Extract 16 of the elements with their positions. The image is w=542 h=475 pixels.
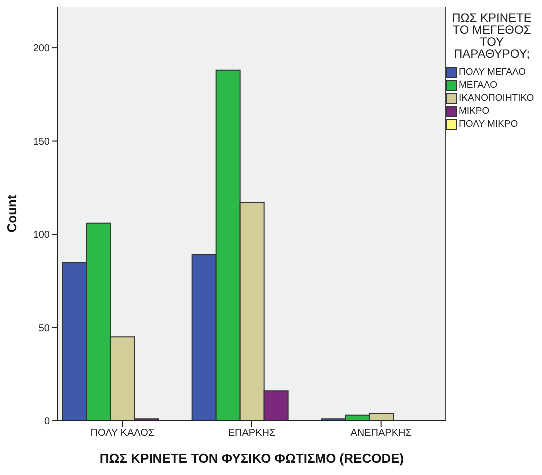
legend-label: ΜΙΚΡΟ [458,105,491,118]
y-tick-label: 100 [33,230,50,242]
x-tick-label: ΠΟΛΥ ΚΑΛΟΣ [90,428,155,440]
x-tick-label: ΕΠΑΡΚΗΣ [228,428,276,440]
y-tick-label: 50 [38,323,50,334]
y-axis-title: Count [4,194,20,233]
y-tick-label: 200 [33,44,50,55]
legend-label: ΠΟΛΥ ΜΕΓΑΛΟ [458,66,528,79]
legend-title: ΠΩΣ ΚΡΙΝΕΤΕ ΤΟ ΜΕΓΕΘΟΣ ΤΟΥ ΠΑΡΑΘΥΡΟΥ; [451,11,533,61]
x-tick-label: ΑΝΕΠΑΡΚΗΣ [350,428,412,440]
y-tick-label: 0 [44,416,50,428]
x-axis-title: ΠΩΣ ΚΡΙΝΕΤΕ ΤΟΝ ΦΥΣΙΚΟ ΦΩΤΙΣΜΟ (RECODE) [100,451,404,466]
legend-label: ΙΚΑΝΟΠΟΙΗΤΙΚΟ [458,92,536,105]
legend-label: ΜΕΓΑΛΟ [458,79,498,92]
legend-label: ΠΟΛΥ ΜΙΚΡΟ [458,118,520,131]
y-tick-label: 150 [33,136,50,148]
